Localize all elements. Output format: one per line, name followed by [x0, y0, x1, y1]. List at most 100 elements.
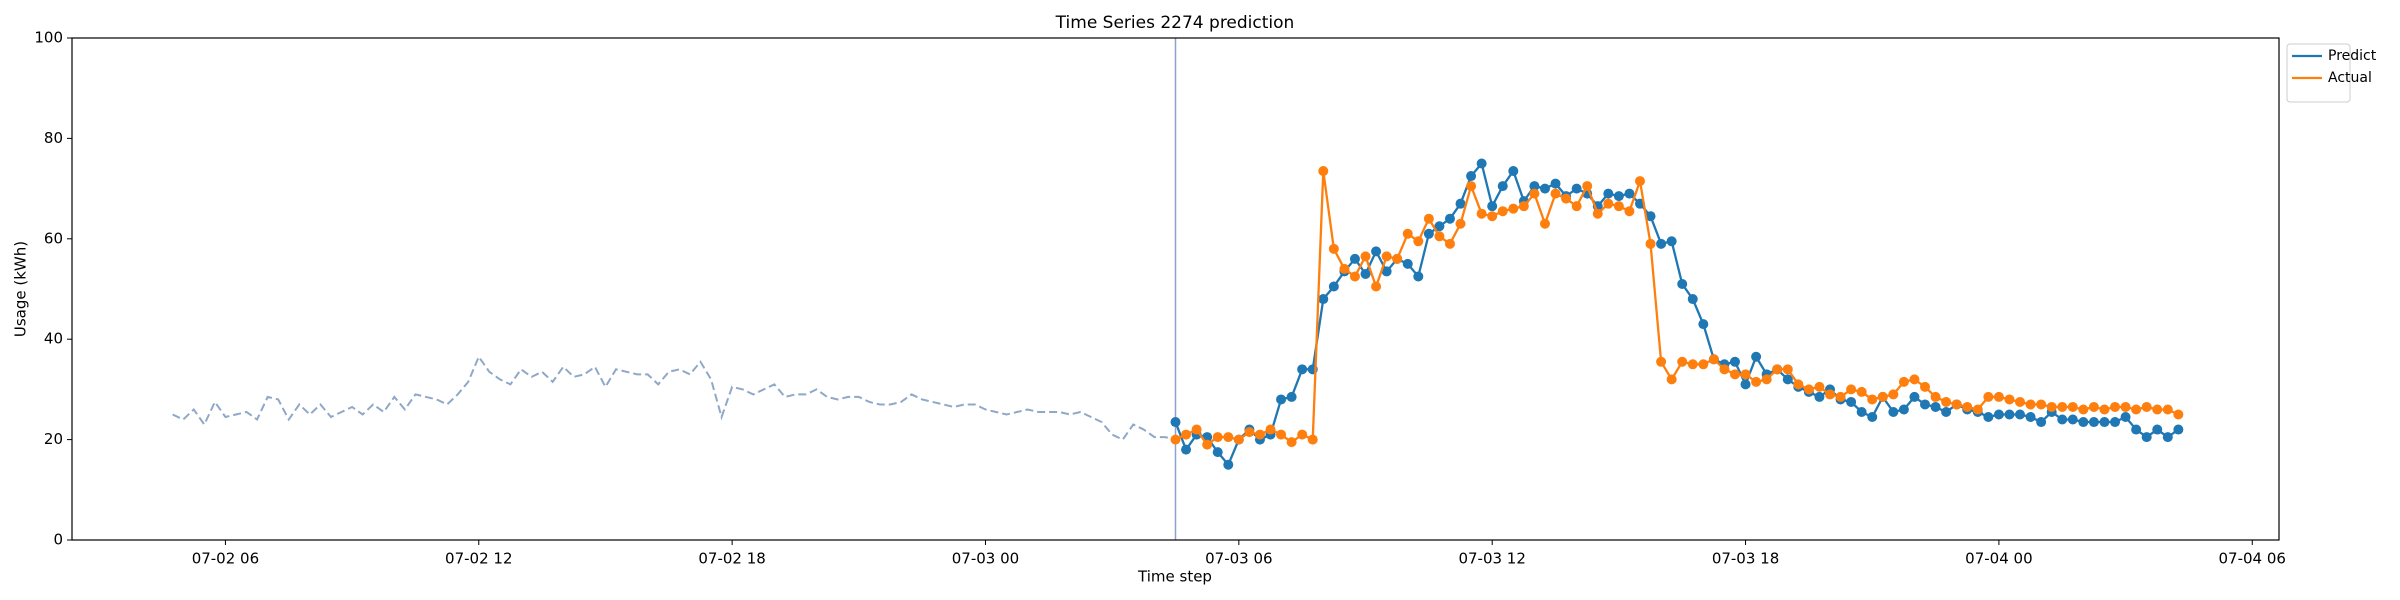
- point: [1624, 206, 1635, 217]
- point: [2120, 401, 2131, 412]
- point: [1529, 188, 1540, 199]
- point: [1244, 427, 1255, 438]
- point: [1434, 231, 1445, 242]
- point: [1698, 359, 1709, 370]
- point: [1898, 404, 1909, 415]
- point: [1740, 379, 1751, 390]
- point: [2141, 432, 2152, 443]
- point: [1656, 238, 1667, 249]
- point: [1339, 263, 1350, 274]
- point: [1677, 278, 1688, 289]
- point: [1550, 188, 1561, 199]
- point: [1476, 158, 1487, 169]
- x-tick-label: 07-02 18: [698, 550, 765, 568]
- point: [1920, 399, 1931, 410]
- point: [2162, 404, 2173, 415]
- plot-area: [172, 38, 2184, 540]
- point: [1582, 181, 1593, 192]
- x-tick-label: 07-02 12: [445, 550, 512, 568]
- point: [1561, 193, 1572, 204]
- point: [1381, 266, 1392, 277]
- y-tick-label: 80: [44, 129, 63, 147]
- point: [2036, 417, 2047, 428]
- point: [1708, 354, 1719, 365]
- point: [2015, 409, 2026, 420]
- point: [1371, 246, 1382, 257]
- point: [1371, 281, 1382, 292]
- point: [1613, 201, 1624, 212]
- point: [1212, 447, 1223, 458]
- point: [2057, 414, 2068, 425]
- point: [1550, 178, 1561, 189]
- point: [1867, 412, 1878, 423]
- point: [2025, 412, 2036, 423]
- point: [1740, 369, 1751, 380]
- point: [1867, 394, 1878, 405]
- point: [2078, 417, 2089, 428]
- point: [1666, 236, 1677, 247]
- x-axis-label: Time step: [1137, 568, 1212, 586]
- y-axis-label: Usage (kWh): [12, 241, 30, 337]
- point: [1276, 429, 1287, 440]
- point: [1835, 391, 1846, 402]
- point: [1170, 434, 1181, 445]
- point: [1793, 379, 1804, 390]
- point: [1360, 268, 1371, 279]
- point: [1413, 236, 1424, 247]
- point: [1930, 391, 1941, 402]
- point: [1444, 238, 1455, 249]
- point: [1846, 396, 1857, 407]
- history-line: [172, 354, 1176, 441]
- point: [2173, 409, 2184, 420]
- point: [1455, 198, 1466, 209]
- point: [1497, 181, 1508, 192]
- point: [1624, 188, 1635, 199]
- point: [1423, 228, 1434, 239]
- point: [1951, 399, 1962, 410]
- point: [1328, 243, 1339, 254]
- point: [1941, 396, 1952, 407]
- x-tick-label: 07-04 06: [2219, 550, 2286, 568]
- point: [1392, 253, 1403, 264]
- point: [1761, 374, 1772, 385]
- point: [2067, 414, 2078, 425]
- point: [1233, 434, 1244, 445]
- point: [2067, 401, 2078, 412]
- point: [1349, 271, 1360, 282]
- point: [1455, 218, 1466, 229]
- point: [1349, 253, 1360, 264]
- point: [1539, 183, 1550, 194]
- point: [1909, 391, 1920, 402]
- point: [1508, 166, 1519, 177]
- point: [1170, 417, 1181, 428]
- x-tick-label: 07-02 06: [192, 550, 259, 568]
- point: [2088, 401, 2099, 412]
- point: [1466, 181, 1477, 192]
- point: [1223, 459, 1234, 470]
- point: [2131, 404, 2142, 415]
- point: [1729, 356, 1740, 367]
- point: [2152, 404, 2163, 415]
- point: [1202, 439, 1213, 450]
- point: [1898, 376, 1909, 387]
- point: [1962, 401, 1973, 412]
- point: [1254, 429, 1265, 440]
- point: [2057, 401, 2068, 412]
- point: [1888, 406, 1899, 417]
- point: [1603, 188, 1614, 199]
- point: [1613, 191, 1624, 202]
- point: [2120, 412, 2131, 423]
- legend-label: Actual: [2328, 70, 2372, 86]
- x-tick-label: 07-03 06: [1205, 550, 1272, 568]
- point: [1381, 251, 1392, 262]
- point: [1297, 364, 1308, 375]
- point: [1328, 281, 1339, 292]
- point: [1687, 294, 1698, 305]
- point: [1634, 176, 1645, 187]
- point: [1729, 369, 1740, 380]
- point: [1402, 228, 1413, 239]
- point: [1814, 381, 1825, 392]
- x-tick-label: 07-03 00: [952, 550, 1019, 568]
- point: [1993, 391, 2004, 402]
